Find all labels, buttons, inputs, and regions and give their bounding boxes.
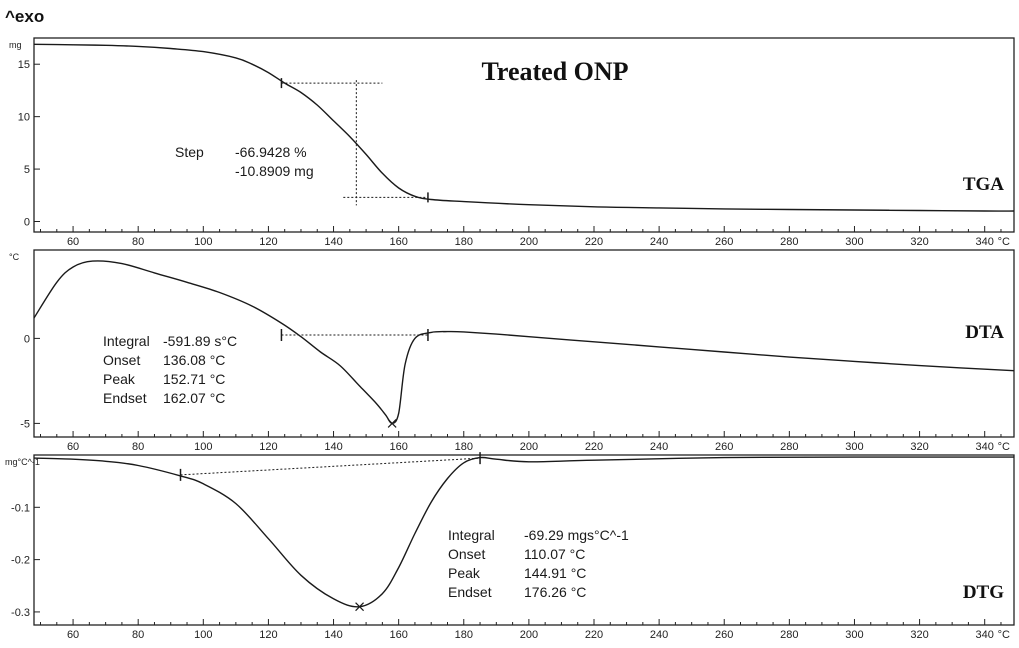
y-unit-label: °C <box>9 252 20 262</box>
y-tick-label: -0.3 <box>11 607 30 619</box>
x-tick-label: 140 <box>324 629 342 641</box>
y-unit-label: mg°C^-1 <box>5 457 40 467</box>
y-tick-label: 10 <box>18 112 30 124</box>
panel-dtg: 60 80 100 120 140 160 180 200 220 240 260 280 300 320… <box>5 452 1015 641</box>
x-tick-label: 160 <box>389 441 407 453</box>
x-tick-label: 220 <box>585 629 603 641</box>
x-tick-label: 80 <box>132 629 144 641</box>
x-tick-label: 320 <box>910 629 928 641</box>
peak-marker <box>355 602 365 612</box>
x-tick-label: 320 <box>910 236 928 248</box>
panel-frame <box>33 454 1015 626</box>
panel-label: DTA <box>965 322 1004 343</box>
annotation-value: -69.29 mgs°C^-1 <box>524 527 629 543</box>
x-tick-label: 300 <box>845 236 863 248</box>
x-tick-label: 280 <box>780 441 798 453</box>
y-tick-label: -0.2 <box>11 555 30 567</box>
x-tick-label: 320 <box>910 441 928 453</box>
x-tick-label: 280 <box>780 236 798 248</box>
x-unit-label: °C <box>998 236 1010 248</box>
x-tick-label: 180 <box>455 441 473 453</box>
x-tick-label: 140 <box>324 441 342 453</box>
x-tick-label: 260 <box>715 629 733 641</box>
x-unit-label: °C <box>998 441 1010 453</box>
annotation-label: Endset <box>103 390 147 406</box>
x-tick-label: 300 <box>845 441 863 453</box>
x-tick-label: 340 <box>976 236 994 248</box>
x-tick-label: 120 <box>259 441 277 453</box>
x-tick-label: 120 <box>259 629 277 641</box>
x-tick-label: 220 <box>585 236 603 248</box>
x-tick-label: 280 <box>780 629 798 641</box>
x-tick-label: 160 <box>389 236 407 248</box>
x-tick-label: 180 <box>455 629 473 641</box>
annotation-label: Endset <box>448 584 492 600</box>
annotation-value: -66.9428 % <box>235 144 307 160</box>
panel-frame <box>33 37 1015 233</box>
x-tick-label: 200 <box>520 441 538 453</box>
y-unit-label: mg <box>9 40 22 50</box>
y-tick-label: -0.1 <box>11 502 30 514</box>
panel-label: TGA <box>963 174 1004 195</box>
annotation-value: 162.07 °C <box>163 390 225 406</box>
x-tick-label: 120 <box>259 236 277 248</box>
annotation-label: Peak <box>448 565 481 581</box>
x-tick-label: 180 <box>455 236 473 248</box>
x-tick-label: 240 <box>650 236 668 248</box>
dtg-curve <box>33 456 1015 608</box>
annotation-label: Integral <box>448 527 495 543</box>
x-tick-label: 200 <box>520 629 538 641</box>
annotation-label: Step <box>175 144 204 160</box>
x-tick-label: 80 <box>132 441 144 453</box>
x-tick-label: 260 <box>715 236 733 248</box>
x-tick-label: 220 <box>585 441 603 453</box>
panel-frame <box>33 249 1015 438</box>
annotation-label: Integral <box>103 333 150 349</box>
x-tick-label: 300 <box>845 629 863 641</box>
x-unit-label: °C <box>998 629 1010 641</box>
x-tick-label: 160 <box>389 629 407 641</box>
annotation-value: -10.8909 mg <box>235 163 314 179</box>
x-tick-label: 240 <box>650 629 668 641</box>
panel-label: DTG <box>963 582 1004 603</box>
x-tick-label: 80 <box>132 236 144 248</box>
x-tick-label: 100 <box>194 441 212 453</box>
annotation-value: 176.26 °C <box>524 584 586 600</box>
y-tick-label: 0 <box>24 333 30 345</box>
x-tick-label: 260 <box>715 441 733 453</box>
x-tick-label: 60 <box>67 629 79 641</box>
panel-dta: 60 80 100 120 140 160 180 200 220 240 260 280 300 320… <box>9 249 1015 453</box>
annotation-value: 110.07 °C <box>524 546 585 562</box>
x-tick-label: 240 <box>650 441 668 453</box>
x-tick-label: 200 <box>520 236 538 248</box>
annotation-label: Onset <box>103 352 140 368</box>
annotation-label: Peak <box>103 371 136 387</box>
exo-direction-label: ^exo <box>5 7 45 26</box>
annotation-value: 152.71 °C <box>163 371 225 387</box>
annotation-value: 144.91 °C <box>524 565 586 581</box>
tga-curve <box>33 43 1015 212</box>
annotation-label: Onset <box>448 546 485 562</box>
x-tick-label: 140 <box>324 236 342 248</box>
integration-baseline <box>180 457 481 476</box>
y-tick-label: 5 <box>24 164 30 176</box>
annotation-value: -591.89 s°C <box>163 333 237 349</box>
x-tick-label: 60 <box>67 236 79 248</box>
x-tick-label: 340 <box>976 629 994 641</box>
x-tick-label: 340 <box>976 441 994 453</box>
x-tick-label: 100 <box>194 629 212 641</box>
panel-tga: 60 80 100 120 140 160 180 200 220 240 260 280 300 320… <box>9 37 1015 248</box>
chart-title: Treated ONP <box>481 57 628 86</box>
x-tick-label: 60 <box>67 441 79 453</box>
x-tick-label: 100 <box>194 236 212 248</box>
y-tick-label: 15 <box>18 59 30 71</box>
peak-marker <box>387 418 397 428</box>
y-tick-label: 0 <box>24 217 30 229</box>
y-tick-label: -5 <box>20 418 30 430</box>
annotation-value: 136.08 °C <box>163 352 225 368</box>
